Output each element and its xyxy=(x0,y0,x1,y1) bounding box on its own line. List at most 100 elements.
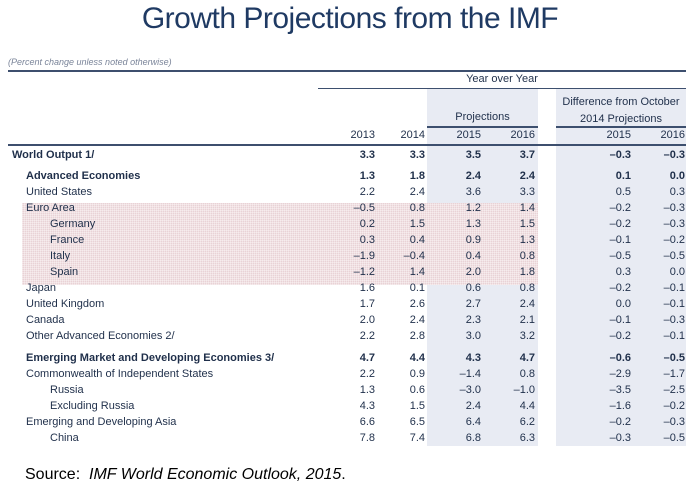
row-value: 2.0 xyxy=(465,266,481,278)
table-row: China 7.8 7.4 6.8 6.3 –0.3 –0.5 xyxy=(0,432,700,448)
row-value: –0.3 xyxy=(663,416,685,428)
projections-rule xyxy=(427,126,538,128)
row-value: –0.3 xyxy=(609,149,631,161)
table-row: Other Advanced Economies 2/2.2 2.8 3.0 3.2 –… xyxy=(0,330,700,346)
row-label: France xyxy=(50,234,85,246)
row-label: Spain xyxy=(50,266,79,278)
row-value: –0.5 xyxy=(609,250,631,262)
row-value: –0.1 xyxy=(663,330,685,342)
row-value: 3.3 xyxy=(519,186,535,198)
row-label: Commonwealth of Independent States xyxy=(26,368,214,380)
column-header-2015: 2015 xyxy=(456,129,481,141)
row-value: –1.9 xyxy=(353,250,375,262)
row-value: 4.7 xyxy=(519,352,535,364)
row-value: 0.0 xyxy=(669,266,685,278)
row-value: –2.9 xyxy=(609,368,631,380)
table-row: Spain –1.2 1.4 2.0 1.8 0.3 0.0 xyxy=(0,266,700,282)
row-value: 0.4 xyxy=(465,250,481,262)
row-value: 2.6 xyxy=(409,298,425,310)
row-label: Germany xyxy=(50,218,96,230)
row-value: 1.2 xyxy=(465,202,481,214)
row-value: –0.2 xyxy=(609,330,631,342)
row-value: 0.0 xyxy=(615,298,631,310)
row-value: 6.6 xyxy=(359,416,375,428)
row-value: 1.3 xyxy=(465,218,481,230)
row-value: 6.3 xyxy=(519,432,535,444)
year-over-year-rule xyxy=(318,88,686,89)
row-value: 6.5 xyxy=(409,416,425,428)
row-value: 0.3 xyxy=(669,186,685,198)
row-value: –0.5 xyxy=(353,202,375,214)
difference-header-line2: 2014 Projections xyxy=(580,113,662,125)
row-label: Canada xyxy=(26,314,65,326)
row-value: –0.3 xyxy=(609,432,631,444)
row-value: –1.0 xyxy=(513,384,535,396)
difference-header-line1: Difference from October xyxy=(562,96,680,108)
table-row: Japan 1.6 0.1 0.6 0.8 –0.2 –0.1 xyxy=(0,282,700,298)
row-label: Italy xyxy=(50,250,71,262)
row-value: 2.4 xyxy=(409,186,425,198)
row-value: 2.8 xyxy=(409,330,425,342)
row-value: –0.1 xyxy=(663,298,685,310)
row-value: –0.3 xyxy=(663,218,685,230)
row-value: 2.1 xyxy=(519,314,535,326)
row-label: World Output 1/ xyxy=(12,149,95,161)
row-value: 3.5 xyxy=(465,149,481,161)
row-value: –0.5 xyxy=(663,432,685,444)
row-label: Excluding Russia xyxy=(50,400,135,412)
row-label: Advanced Economies xyxy=(26,170,141,182)
row-value: –0.2 xyxy=(609,282,631,294)
column-header-2016: 2016 xyxy=(510,129,535,141)
row-value: 2.2 xyxy=(359,186,375,198)
row-label: Emerging and Developing Asia xyxy=(26,416,177,428)
column-header-2013: 2013 xyxy=(350,129,375,141)
row-value: –0.2 xyxy=(663,400,685,412)
row-value: –0.2 xyxy=(663,234,685,246)
table-row: Emerging Market and Developing Economies… xyxy=(0,352,700,368)
row-value: –0.6 xyxy=(609,352,631,364)
row-value: 1.4 xyxy=(519,202,535,214)
row-value: –0.2 xyxy=(609,202,631,214)
row-value: –0.3 xyxy=(663,149,685,161)
euro-area-highlight xyxy=(22,203,538,285)
row-value: 2.2 xyxy=(359,368,375,380)
row-value: 1.8 xyxy=(519,266,535,278)
table-row: World Output 1/3.3 3.3 3.5 3.7 –0.3 –0.3 xyxy=(0,149,700,165)
table-row: Advanced Economies 1.3 1.8 2.4 2.4 0.1 0.0 xyxy=(0,170,700,186)
projections-header: Projections xyxy=(455,111,510,123)
year-over-year-header: Year over Year xyxy=(466,73,538,85)
row-value: 3.7 xyxy=(519,149,535,161)
row-label: United States xyxy=(26,186,93,198)
table-row: Russia 1.3 0.6 –3.0 –1.0 –3.5 –2.5 xyxy=(0,384,700,400)
row-value: 1.5 xyxy=(409,400,425,412)
table-row: Italy –1.9 –0.4 0.4 0.8 –0.5 –0.5 xyxy=(0,250,700,266)
row-value: 6.8 xyxy=(465,432,481,444)
table-subtitle: (Percent change unless noted otherwise) xyxy=(8,57,172,67)
row-value: –0.3 xyxy=(663,314,685,326)
row-value: 7.8 xyxy=(359,432,375,444)
header-rule xyxy=(8,144,686,146)
column-header-diff-2015: 2015 xyxy=(606,129,631,141)
row-value: –0.4 xyxy=(403,250,425,262)
row-value: 3.6 xyxy=(465,186,481,198)
row-value: 4.4 xyxy=(519,400,535,412)
table-row: Emerging and Developing Asia 6.6 6.5 6.4 6.2… xyxy=(0,416,700,432)
row-label: Emerging Market and Developing Economies… xyxy=(26,352,275,364)
row-value: 0.2 xyxy=(359,218,375,230)
row-value: 2.4 xyxy=(519,170,535,182)
row-value: –0.1 xyxy=(609,314,631,326)
table-row: United Kingdom 1.7 2.6 2.7 2.4 0.0 –0.1 xyxy=(0,298,700,314)
row-value: 1.3 xyxy=(359,384,375,396)
row-value: 1.8 xyxy=(409,170,425,182)
row-value: –3.0 xyxy=(459,384,481,396)
row-value: 0.5 xyxy=(615,186,631,198)
row-value: 4.4 xyxy=(409,352,425,364)
row-value: 2.7 xyxy=(465,298,481,310)
row-value: 3.3 xyxy=(409,149,425,161)
difference-rule xyxy=(556,126,686,128)
row-value: 3.3 xyxy=(359,149,375,161)
row-value: 2.2 xyxy=(359,330,375,342)
row-value: –2.5 xyxy=(663,384,685,396)
row-value: 0.0 xyxy=(669,170,685,182)
row-value: 0.1 xyxy=(615,170,631,182)
